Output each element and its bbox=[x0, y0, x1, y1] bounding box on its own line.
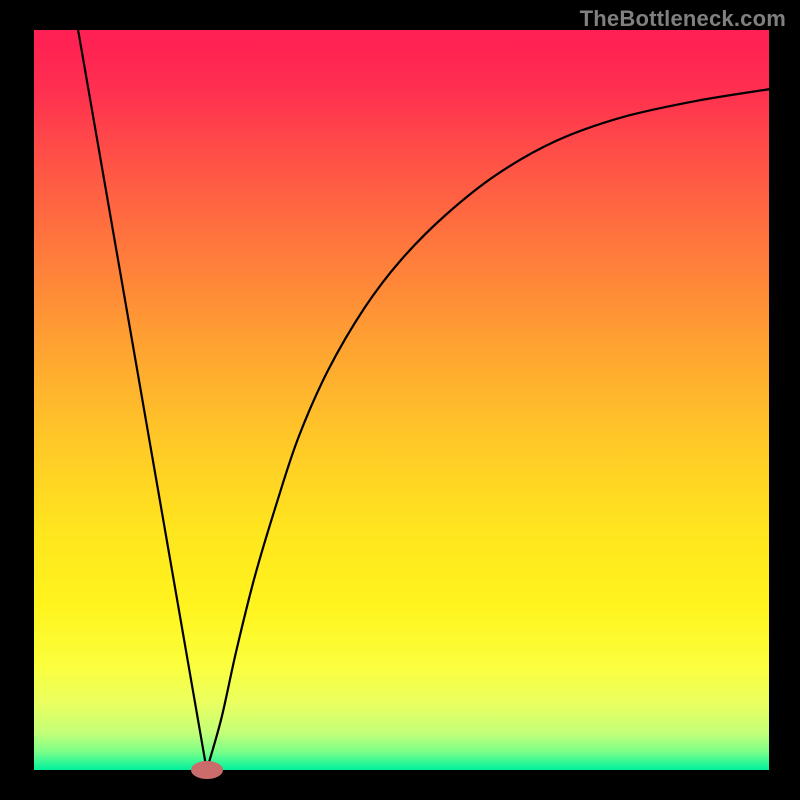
plot-background bbox=[34, 30, 769, 770]
watermark-text: TheBottleneck.com bbox=[580, 6, 786, 32]
plot-svg bbox=[34, 30, 769, 770]
plot-area bbox=[34, 30, 769, 770]
min-marker bbox=[191, 761, 223, 779]
